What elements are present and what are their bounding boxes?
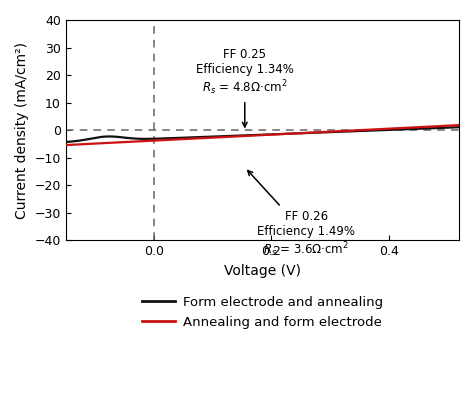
Y-axis label: Current density (mA/cm²): Current density (mA/cm²) <box>15 42 29 218</box>
Text: FF 0.25
Efficiency 1.34%
$R_s$ = 4.8Ω·cm$^2$: FF 0.25 Efficiency 1.34% $R_s$ = 4.8Ω·cm… <box>196 47 294 127</box>
Legend: Form electrode and annealing, Annealing and form electrode: Form electrode and annealing, Annealing … <box>137 291 388 334</box>
X-axis label: Voltage (V): Voltage (V) <box>224 264 301 278</box>
Text: FF 0.26
Efficiency 1.49%
$R_s$ = 3.6Ω·cm$^2$: FF 0.26 Efficiency 1.49% $R_s$ = 3.6Ω·cm… <box>248 171 356 260</box>
